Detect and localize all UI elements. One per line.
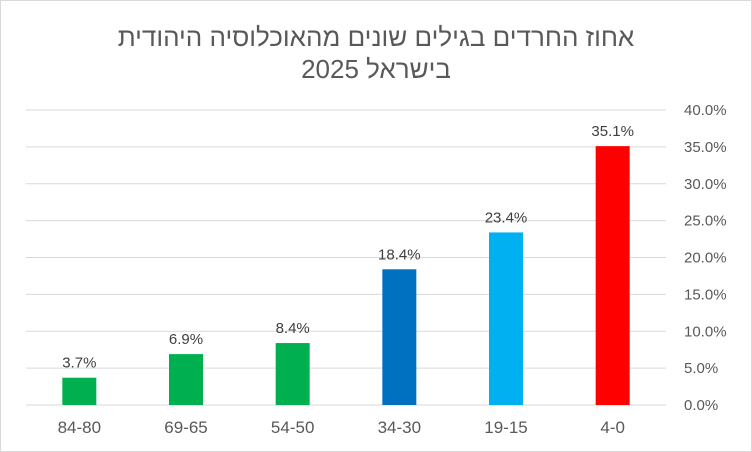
bar	[489, 232, 523, 405]
data-label: 23.4%	[485, 209, 528, 226]
y-tick-label: 25.0%	[684, 213, 727, 230]
x-tick-label: 19-15	[484, 418, 527, 437]
bar	[382, 269, 417, 405]
x-tick-label: 54-50	[271, 418, 314, 437]
x-tick-label: 69-65	[164, 418, 207, 437]
bar	[62, 377, 97, 405]
data-label: 6.9%	[169, 331, 203, 348]
gridlines	[26, 109, 666, 406]
chart-title: אחוז החרדים בגילים שונים מהאוכלוסיה היהו…	[1, 21, 751, 85]
x-tick-label: 84-80	[58, 418, 101, 437]
x-axis-ticks: 84-80 69-65 54-50 34-30 19-15 4-0	[58, 418, 625, 437]
bars	[62, 146, 630, 405]
bar	[275, 343, 310, 405]
y-tick-label: 15.0%	[684, 286, 727, 303]
x-tick-label: 34-30	[378, 418, 421, 437]
y-tick-label: 40.0%	[684, 102, 727, 119]
x-tick-label: 4-0	[600, 418, 625, 437]
data-labels: 3.7% 6.9% 8.4% 18.4% 23.4% 35.1%	[62, 123, 634, 372]
bar	[169, 354, 203, 405]
data-label: 18.4%	[378, 246, 421, 263]
bar	[595, 146, 630, 405]
y-tick-label: 30.0%	[684, 176, 727, 193]
y-tick-label: 0.0%	[684, 397, 718, 414]
y-tick-label: 10.0%	[684, 323, 727, 340]
y-axis-ticks: 0.0% 5.0% 10.0% 15.0% 20.0% 25.0% 30.0% 35.0% 40…	[684, 102, 727, 414]
chart-title-line-1: אחוז החרדים בגילים שונים מהאוכלוסיה היהו…	[117, 22, 635, 52]
data-label: 3.7%	[62, 355, 96, 372]
chart-title-line-2: בישראל 2025	[301, 54, 451, 84]
y-tick-label: 20.0%	[684, 250, 727, 267]
data-label: 35.1%	[591, 123, 634, 140]
y-tick-label: 35.0%	[684, 139, 727, 156]
y-tick-label: 5.0%	[684, 360, 718, 377]
data-label: 8.4%	[276, 320, 310, 337]
